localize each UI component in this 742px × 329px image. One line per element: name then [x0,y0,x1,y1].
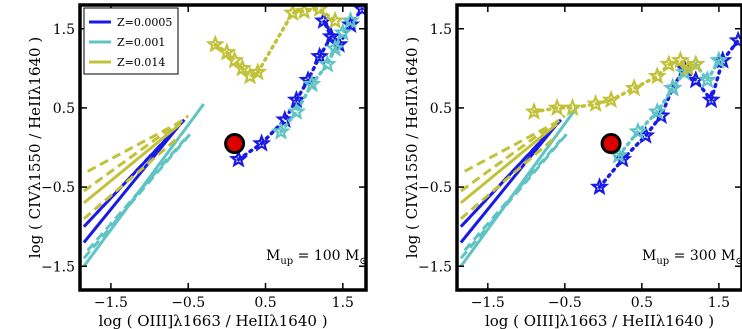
star-marker [217,42,237,61]
x-tick-label: −1.5 [94,295,128,311]
star-marker [275,109,295,129]
mass-annotation: Mup = 300 M⊙ [642,248,742,267]
star-marker [224,50,245,69]
star-marker [589,177,610,196]
star-marker [321,26,341,45]
model-line [463,126,555,224]
star-marker [341,10,361,30]
star-marker [624,78,644,97]
y-tick-label: −1.5 [41,259,75,275]
star-marker [670,50,690,69]
star-marker [601,89,621,109]
star-track [236,7,364,162]
x-axis-label: log ( OIII]λ1663 / HeIIλ1640 ) [485,312,714,329]
star-track [617,58,721,158]
y-tick-label: −0.5 [41,180,75,196]
x-tick-label: 1.5 [332,295,354,311]
star-marker [701,89,721,109]
model-line [459,122,559,205]
star-marker [524,101,544,120]
y-axis-label: log ( CIVλ1550 / HeIIλ1640 ) [403,37,421,258]
model-line [459,118,563,228]
mass-annotation: Mup = 100 M⊙ [266,248,368,267]
legend-label: Z=0.0005 [117,16,172,29]
star-marker [647,66,667,85]
y-tick-label: −1.5 [418,259,452,275]
model-line [460,114,566,193]
star-marker [562,97,583,117]
star-marker [674,62,694,81]
plot-frame [455,3,742,292]
star-marker [248,62,268,81]
plot-area [459,30,742,268]
star-marker [647,101,667,120]
y-tick-label: 0.5 [53,101,75,117]
star-marker [325,38,345,57]
star-marker [310,46,330,65]
star-marker [613,149,633,168]
x-tick-label: 0.5 [254,295,276,311]
star-marker [228,149,248,168]
model-line [459,122,559,244]
model-line [82,134,182,220]
legend-label: Z=0.014 [117,56,165,69]
x-tick-label: −0.5 [171,295,205,311]
model-line [82,122,182,244]
model-line [463,118,562,173]
star-marker [294,5,314,20]
plot-area [82,5,366,268]
y-tick-label: 1.5 [430,22,452,38]
star-marker [252,133,272,152]
star-marker [663,78,683,97]
model-line [82,122,182,205]
y-axis-label: log ( CIVλ1550 / HeIIλ1640 ) [26,37,44,258]
star-marker [302,74,322,93]
model-line [86,138,186,252]
model-line [459,134,559,220]
star-marker [547,97,567,117]
star-marker [728,30,742,49]
star-marker [686,54,706,73]
star-marker [709,50,729,69]
x-tick-label: 1.5 [708,295,730,311]
x-axis-label: log ( OIII]λ1663 / HeIIλ1640 ) [98,312,327,329]
star-marker [317,54,337,73]
observed-point [224,133,246,155]
legend-label: Z=0.001 [117,36,165,49]
plot-frame [78,3,368,292]
star-marker [205,34,225,53]
star-marker [271,121,291,140]
star-marker [325,10,345,30]
star-marker [286,101,306,120]
star-marker [628,121,648,140]
model-line [463,138,563,252]
x-tick-label: −0.5 [548,295,582,311]
y-tick-label: 1.5 [53,22,75,38]
x-tick-label: −1.5 [471,295,505,311]
observed-point [600,133,622,155]
model-line [86,118,186,173]
star-marker [697,70,717,89]
y-tick-label: −0.5 [418,180,452,196]
star-marker [333,22,353,41]
model-line [459,107,578,268]
chart-panel-1: −1.5 −0.5 0.5 1.5 −1.5 −0.5 0.5 1.5 log ( OIII]λ… [26,3,368,329]
model-line [82,118,186,228]
model-line [83,114,190,193]
x-tick-label: 0.5 [631,295,653,311]
star-marker [282,5,303,22]
y-tick-label: 0.5 [430,101,452,117]
star-marker [232,58,252,77]
model-line [86,126,178,224]
star-marker [586,93,606,113]
legend: Z=0.0005 Z=0.001 Z=0.014 [83,7,179,75]
star-marker [340,14,361,34]
star-marker [659,54,679,73]
